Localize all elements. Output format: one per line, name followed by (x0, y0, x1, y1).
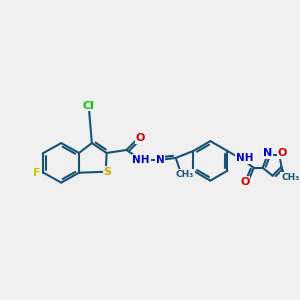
Text: F: F (33, 168, 40, 178)
Text: N: N (156, 155, 164, 165)
Text: NH: NH (236, 153, 254, 163)
Text: O: O (136, 133, 145, 143)
Text: N: N (263, 148, 272, 158)
Text: CH₃: CH₃ (176, 170, 194, 179)
Text: CH₃: CH₃ (281, 173, 299, 182)
Text: NH: NH (133, 155, 150, 165)
Text: O: O (240, 177, 250, 187)
Text: Cl: Cl (83, 100, 95, 111)
Text: O: O (278, 148, 287, 158)
Text: S: S (103, 167, 112, 177)
